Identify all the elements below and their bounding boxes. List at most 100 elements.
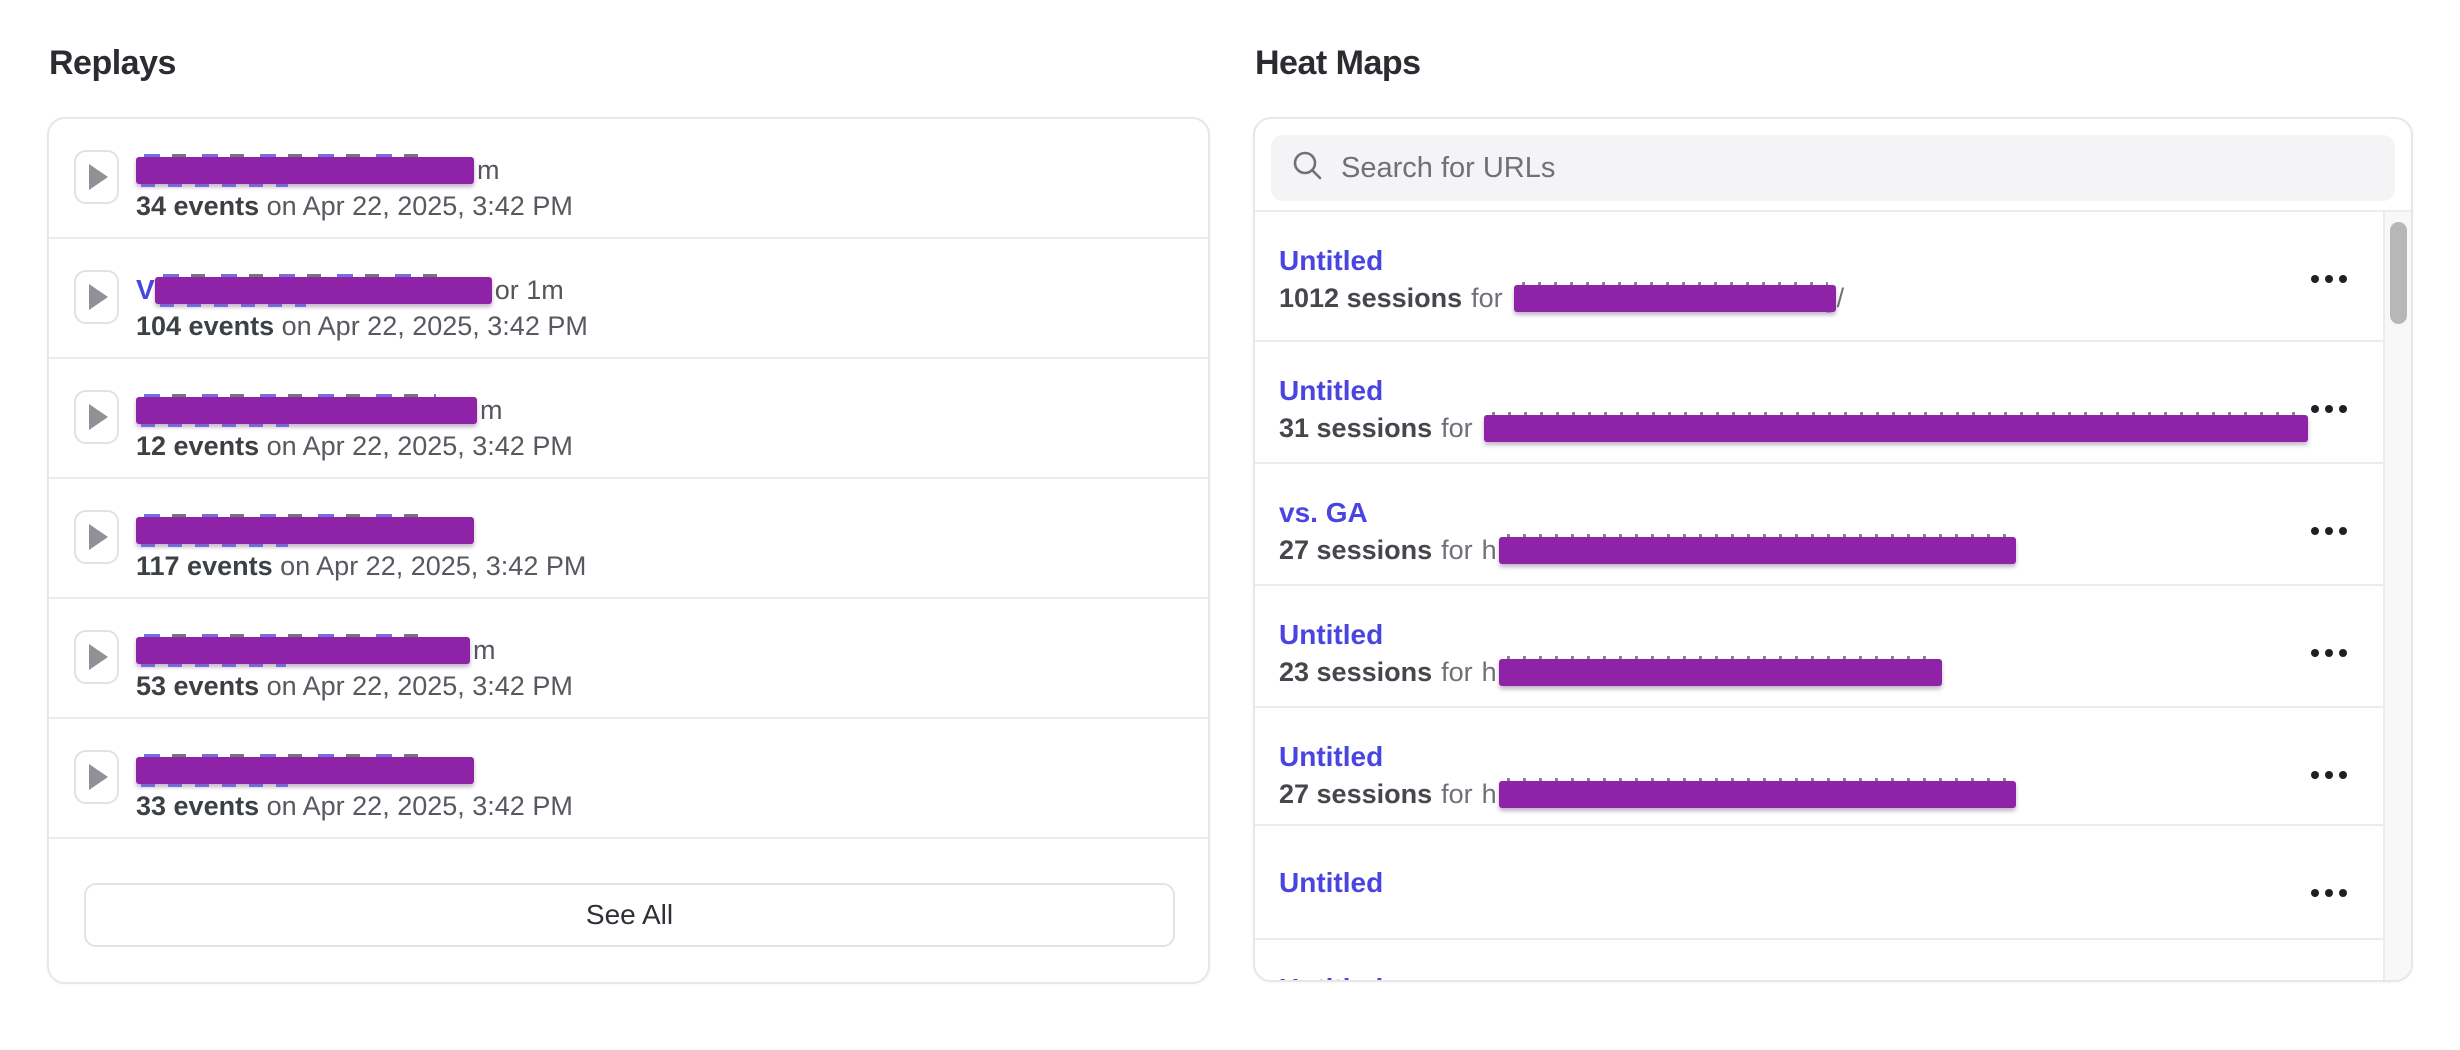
heatmaps-panel: Heat Maps Untitled	[1253, 44, 2413, 984]
redaction-bar	[136, 393, 477, 427]
replays-panel: Replays m 34 events on Apr 22, 2025, 3:4…	[47, 44, 1210, 984]
redaction-bar	[154, 273, 492, 307]
play-icon	[84, 283, 109, 311]
visitor-name-link[interactable]: m	[136, 393, 573, 427]
replay-row: m 34 events on Apr 22, 2025, 3:42 PM	[49, 119, 1208, 239]
visitor-name-link[interactable]: m	[136, 153, 573, 187]
play-button[interactable]	[74, 390, 119, 444]
url-search-box[interactable]	[1271, 135, 2395, 201]
divider	[1255, 210, 2411, 212]
replay-row: m 53 events on Apr 22, 2025, 3:42 PM	[49, 599, 1208, 719]
heatmap-row: Untitled	[1255, 826, 2383, 940]
replay-date: on Apr 22, 2025, 3:42 PM	[281, 311, 588, 341]
redaction-bar	[136, 633, 470, 667]
heatmap-row-clipped: Untitled	[1255, 940, 2383, 980]
play-button[interactable]	[74, 750, 119, 804]
redaction-bar	[136, 513, 474, 547]
replays-card: m 34 events on Apr 22, 2025, 3:42 PM V	[47, 117, 1210, 984]
replay-row: 33 events on Apr 22, 2025, 3:42 PM	[49, 719, 1208, 839]
row-menu-button[interactable]	[2307, 516, 2351, 546]
replay-date: on Apr 22, 2025, 3:42 PM	[266, 791, 573, 821]
replay-date: on Apr 22, 2025, 3:42 PM	[266, 671, 573, 701]
visit-duration-fragment: m	[477, 154, 500, 185]
event-count: 53 events	[136, 671, 260, 701]
scrollbar-thumb[interactable]	[2390, 222, 2407, 324]
heatmap-row: Untitled 23 sessions for h	[1255, 586, 2383, 708]
url-fragment: h	[1481, 534, 1497, 565]
redaction-bar	[1483, 411, 2308, 442]
replay-meta: 104 events on Apr 22, 2025, 3:42 PM	[136, 311, 588, 342]
redaction-bar	[1513, 281, 1836, 312]
search-input[interactable]	[1341, 151, 2375, 185]
replay-row: V or 1m 104 events on Apr 22, 2025, 3:42…	[49, 239, 1208, 359]
heatmap-link[interactable]: Untitled	[1279, 741, 1384, 772]
visitor-name-link[interactable]	[136, 753, 573, 787]
event-count: 33 events	[136, 791, 260, 821]
heatmap-link[interactable]: Untitled	[1279, 867, 1384, 898]
visitor-name-fragment: V	[136, 274, 155, 305]
visitor-name-link[interactable]: V or 1m	[136, 273, 588, 307]
event-count: 12 events	[136, 431, 260, 461]
heatmap-meta: 27 sessions for h	[1279, 777, 2383, 810]
row-menu-button[interactable]	[2307, 878, 2351, 908]
row-menu-button[interactable]	[2307, 394, 2351, 424]
replay-date: on Apr 22, 2025, 3:42 PM	[280, 551, 587, 581]
heatmap-row: Untitled 1012 sessions for g/	[1255, 212, 2383, 342]
redaction-bar	[1498, 777, 2016, 808]
heatmap-row: Untitled 27 sessions for h	[1255, 708, 2383, 826]
row-menu-button[interactable]	[2307, 638, 2351, 668]
session-count: 27 sessions	[1279, 534, 1433, 565]
dashboard-page: Replays m 34 events on Apr 22, 2025, 3:4…	[47, 44, 2413, 984]
row-menu-button[interactable]	[2307, 760, 2351, 790]
url-fragment: h	[1481, 656, 1497, 687]
heatmap-meta: 31 sessions for	[1279, 411, 2383, 444]
heatmap-link[interactable]: Untitled	[1279, 245, 1384, 276]
scrollbar-track[interactable]	[2383, 212, 2411, 980]
replay-meta: 117 events on Apr 22, 2025, 3:42 PM	[136, 551, 586, 582]
redaction-bar	[136, 753, 474, 787]
visit-duration-fragment: m	[473, 634, 496, 665]
session-count: 27 sessions	[1279, 778, 1433, 809]
heatmap-link[interactable]: Untitled	[1279, 972, 1383, 980]
play-button[interactable]	[74, 510, 119, 564]
search-icon	[1291, 149, 1325, 188]
heatmaps-title: Heat Maps	[1255, 44, 1421, 82]
heatmap-link[interactable]: Untitled	[1279, 619, 1384, 650]
event-count: 34 events	[136, 191, 260, 221]
event-count: 104 events	[136, 311, 275, 341]
play-icon	[84, 643, 109, 671]
play-icon	[84, 523, 109, 551]
heatmaps-card: Untitled 1012 sessions for g/ Untitled 3…	[1253, 117, 2413, 982]
heatmap-meta: 23 sessions for h	[1279, 655, 2383, 688]
row-menu-button[interactable]	[2307, 264, 2351, 294]
heatmap-row: Untitled 31 sessions for	[1255, 342, 2383, 464]
session-count: 23 sessions	[1279, 656, 1433, 687]
replay-row: m 12 events on Apr 22, 2025, 3:42 PM	[49, 359, 1208, 479]
heatmap-link[interactable]: vs. GA	[1279, 497, 1368, 528]
heatmap-list: Untitled 1012 sessions for g/ Untitled 3…	[1255, 212, 2383, 980]
visit-duration-fragment: or 1m	[494, 274, 564, 305]
replay-date: on Apr 22, 2025, 3:42 PM	[266, 431, 573, 461]
replay-meta: 12 events on Apr 22, 2025, 3:42 PM	[136, 431, 573, 462]
replays-title: Replays	[49, 44, 176, 82]
url-fragment: h	[1481, 778, 1497, 809]
play-icon	[84, 163, 109, 191]
play-icon	[84, 763, 109, 791]
replay-meta: 34 events on Apr 22, 2025, 3:42 PM	[136, 191, 573, 222]
see-all-button[interactable]: See All	[84, 883, 1175, 947]
replay-meta: 53 events on Apr 22, 2025, 3:42 PM	[136, 671, 573, 702]
replay-meta: 33 events on Apr 22, 2025, 3:42 PM	[136, 791, 573, 822]
heatmap-meta: 27 sessions for h	[1279, 533, 2383, 566]
event-count: 117 events	[136, 551, 273, 581]
session-count: 31 sessions	[1279, 412, 1433, 443]
replay-date: on Apr 22, 2025, 3:42 PM	[266, 191, 573, 221]
heatmap-link[interactable]: Untitled	[1279, 375, 1384, 406]
play-button[interactable]	[74, 630, 119, 684]
session-count: 1012 sessions	[1279, 282, 1463, 313]
replay-row: 117 events on Apr 22, 2025, 3:42 PM	[49, 479, 1208, 599]
visitor-name-link[interactable]	[136, 513, 586, 547]
play-button[interactable]	[74, 150, 119, 204]
redaction-bar	[1498, 655, 1942, 686]
visitor-name-link[interactable]: m	[136, 633, 573, 667]
play-button[interactable]	[74, 270, 119, 324]
